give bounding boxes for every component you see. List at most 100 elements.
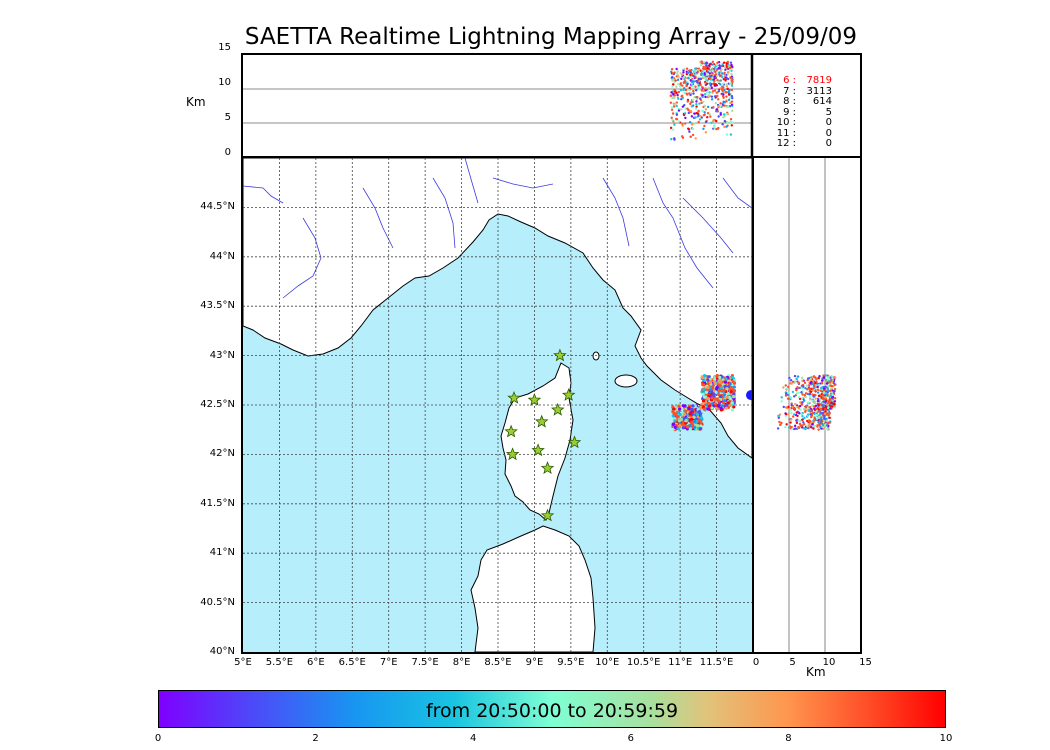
lightning-point-side xyxy=(824,405,827,409)
lightning-point xyxy=(672,407,676,411)
station-count-row: 10 : 0 xyxy=(762,117,832,129)
lightning-point xyxy=(715,374,719,378)
lightning-point-altitude xyxy=(708,77,712,80)
lightning-point-altitude xyxy=(726,87,729,91)
station-number: 9 : xyxy=(783,106,796,118)
lightning-point-altitude xyxy=(702,67,705,71)
lightning-point-side xyxy=(830,378,833,381)
lightning-point-altitude xyxy=(675,118,679,121)
lightning-point-side xyxy=(818,383,821,386)
lightning-point-altitude xyxy=(683,112,687,115)
lightning-point-side xyxy=(803,393,806,397)
lightning-point-altitude xyxy=(697,86,700,89)
lightning-point-altitude xyxy=(687,127,690,130)
colorbar-tick-label: 0 xyxy=(154,733,162,744)
lightning-point xyxy=(690,407,694,412)
lightning-point-altitude xyxy=(696,81,699,84)
lightning-point-altitude xyxy=(729,76,732,79)
lightning-point-altitude xyxy=(671,72,675,75)
station-count-table: 6 : 7819 7 : 3113 8 : 614 9 : 5 10 : 0 11 : 0 12 : 0 xyxy=(762,75,832,150)
station-star-icon xyxy=(550,402,565,416)
lightning-point-altitude xyxy=(669,126,673,130)
lightning-point-altitude xyxy=(685,84,688,88)
lightning-point-side xyxy=(827,380,830,383)
lon-tick-label: 8.5°E xyxy=(484,657,512,668)
lightning-point-altitude xyxy=(701,94,704,97)
lightning-point-altitude xyxy=(713,89,717,92)
lightning-point-side xyxy=(834,376,837,379)
lightning-point-side xyxy=(807,377,810,380)
lightning-point-side xyxy=(795,421,799,425)
lightning-point-side xyxy=(819,403,823,406)
lightning-point-side xyxy=(817,428,820,431)
lightning-point-side xyxy=(826,403,829,407)
lightning-point-side xyxy=(826,390,830,393)
lightning-point-side xyxy=(815,378,818,381)
lightning-point-altitude xyxy=(716,78,719,82)
lat-tick-label: 42.5°N xyxy=(200,399,235,410)
altitude-tick-label: 5 xyxy=(224,112,231,123)
lightning-point-side xyxy=(828,383,831,386)
lightning-point-altitude xyxy=(730,124,734,127)
lightning-point-side xyxy=(833,406,836,409)
lat-tick-label: 43°N xyxy=(209,349,235,361)
lightning-point-side xyxy=(814,404,818,408)
lightning-point-side xyxy=(816,399,820,403)
lightning-point-altitude xyxy=(699,60,702,63)
lightning-point-altitude xyxy=(671,112,675,115)
lightning-point-side xyxy=(816,425,819,428)
lightning-point-side xyxy=(822,376,826,379)
lightning-point-altitude xyxy=(678,85,682,88)
lightning-point-side xyxy=(785,387,789,390)
lightning-point-altitude xyxy=(725,85,729,88)
lightning-point-altitude xyxy=(677,90,681,94)
lat-tick-label: 41.5°N xyxy=(200,497,235,509)
side-axis-label: Km xyxy=(806,665,826,679)
lightning-point-altitude xyxy=(712,64,715,68)
lightning-point xyxy=(707,375,711,379)
lightning-point-side xyxy=(795,392,799,395)
lightning-point-altitude xyxy=(672,93,675,96)
lightning-point-side xyxy=(795,377,798,381)
lightning-point xyxy=(746,390,752,401)
lightning-point-side xyxy=(812,383,816,387)
lightning-point-altitude xyxy=(678,120,681,123)
lightning-point-side xyxy=(818,413,821,417)
station-count-row: 6 : 7819 xyxy=(762,75,832,87)
lightning-point-altitude xyxy=(684,88,688,92)
lightning-point xyxy=(713,377,717,381)
lightning-point-side xyxy=(809,410,812,413)
lightning-point-altitude xyxy=(700,89,704,92)
lightning-point-altitude xyxy=(728,96,732,99)
lightning-point xyxy=(681,423,685,427)
lightning-point-side xyxy=(821,396,824,400)
lightning-point xyxy=(713,402,717,406)
lightning-point-altitude xyxy=(710,95,714,98)
lon-tick-label: 5°E xyxy=(234,657,252,668)
lightning-point-side xyxy=(826,388,830,391)
lightning-point-side xyxy=(822,407,825,410)
lightning-point-side xyxy=(777,414,780,418)
chart-title: SAETTA Realtime Lightning Mapping Array … xyxy=(244,24,858,50)
lightning-point xyxy=(677,404,681,408)
lightning-point-side xyxy=(824,385,827,388)
lightning-point-side xyxy=(799,401,802,404)
colorbar-label: from 20:50:00 to 20:59:59 xyxy=(425,700,679,722)
lightning-point-altitude xyxy=(729,118,733,121)
lightning-point-side xyxy=(814,397,817,400)
lightning-point-altitude xyxy=(671,85,674,88)
lightning-point-altitude xyxy=(731,78,734,81)
lightning-point-altitude xyxy=(711,69,715,72)
lightning-point-altitude xyxy=(702,100,705,103)
lightning-point-side xyxy=(799,408,802,411)
lightning-point-altitude xyxy=(670,137,673,141)
lightning-point-altitude xyxy=(674,102,678,106)
lightning-point-altitude xyxy=(709,82,712,85)
lightning-point-altitude xyxy=(723,125,726,128)
station-layer xyxy=(504,348,582,522)
lightning-point-altitude xyxy=(686,107,689,110)
lon-tick-label: 11.5°E xyxy=(699,657,734,668)
lightning-point-altitude xyxy=(670,106,674,109)
lightning-point-side xyxy=(814,401,817,405)
lightning-point-side xyxy=(805,384,809,387)
